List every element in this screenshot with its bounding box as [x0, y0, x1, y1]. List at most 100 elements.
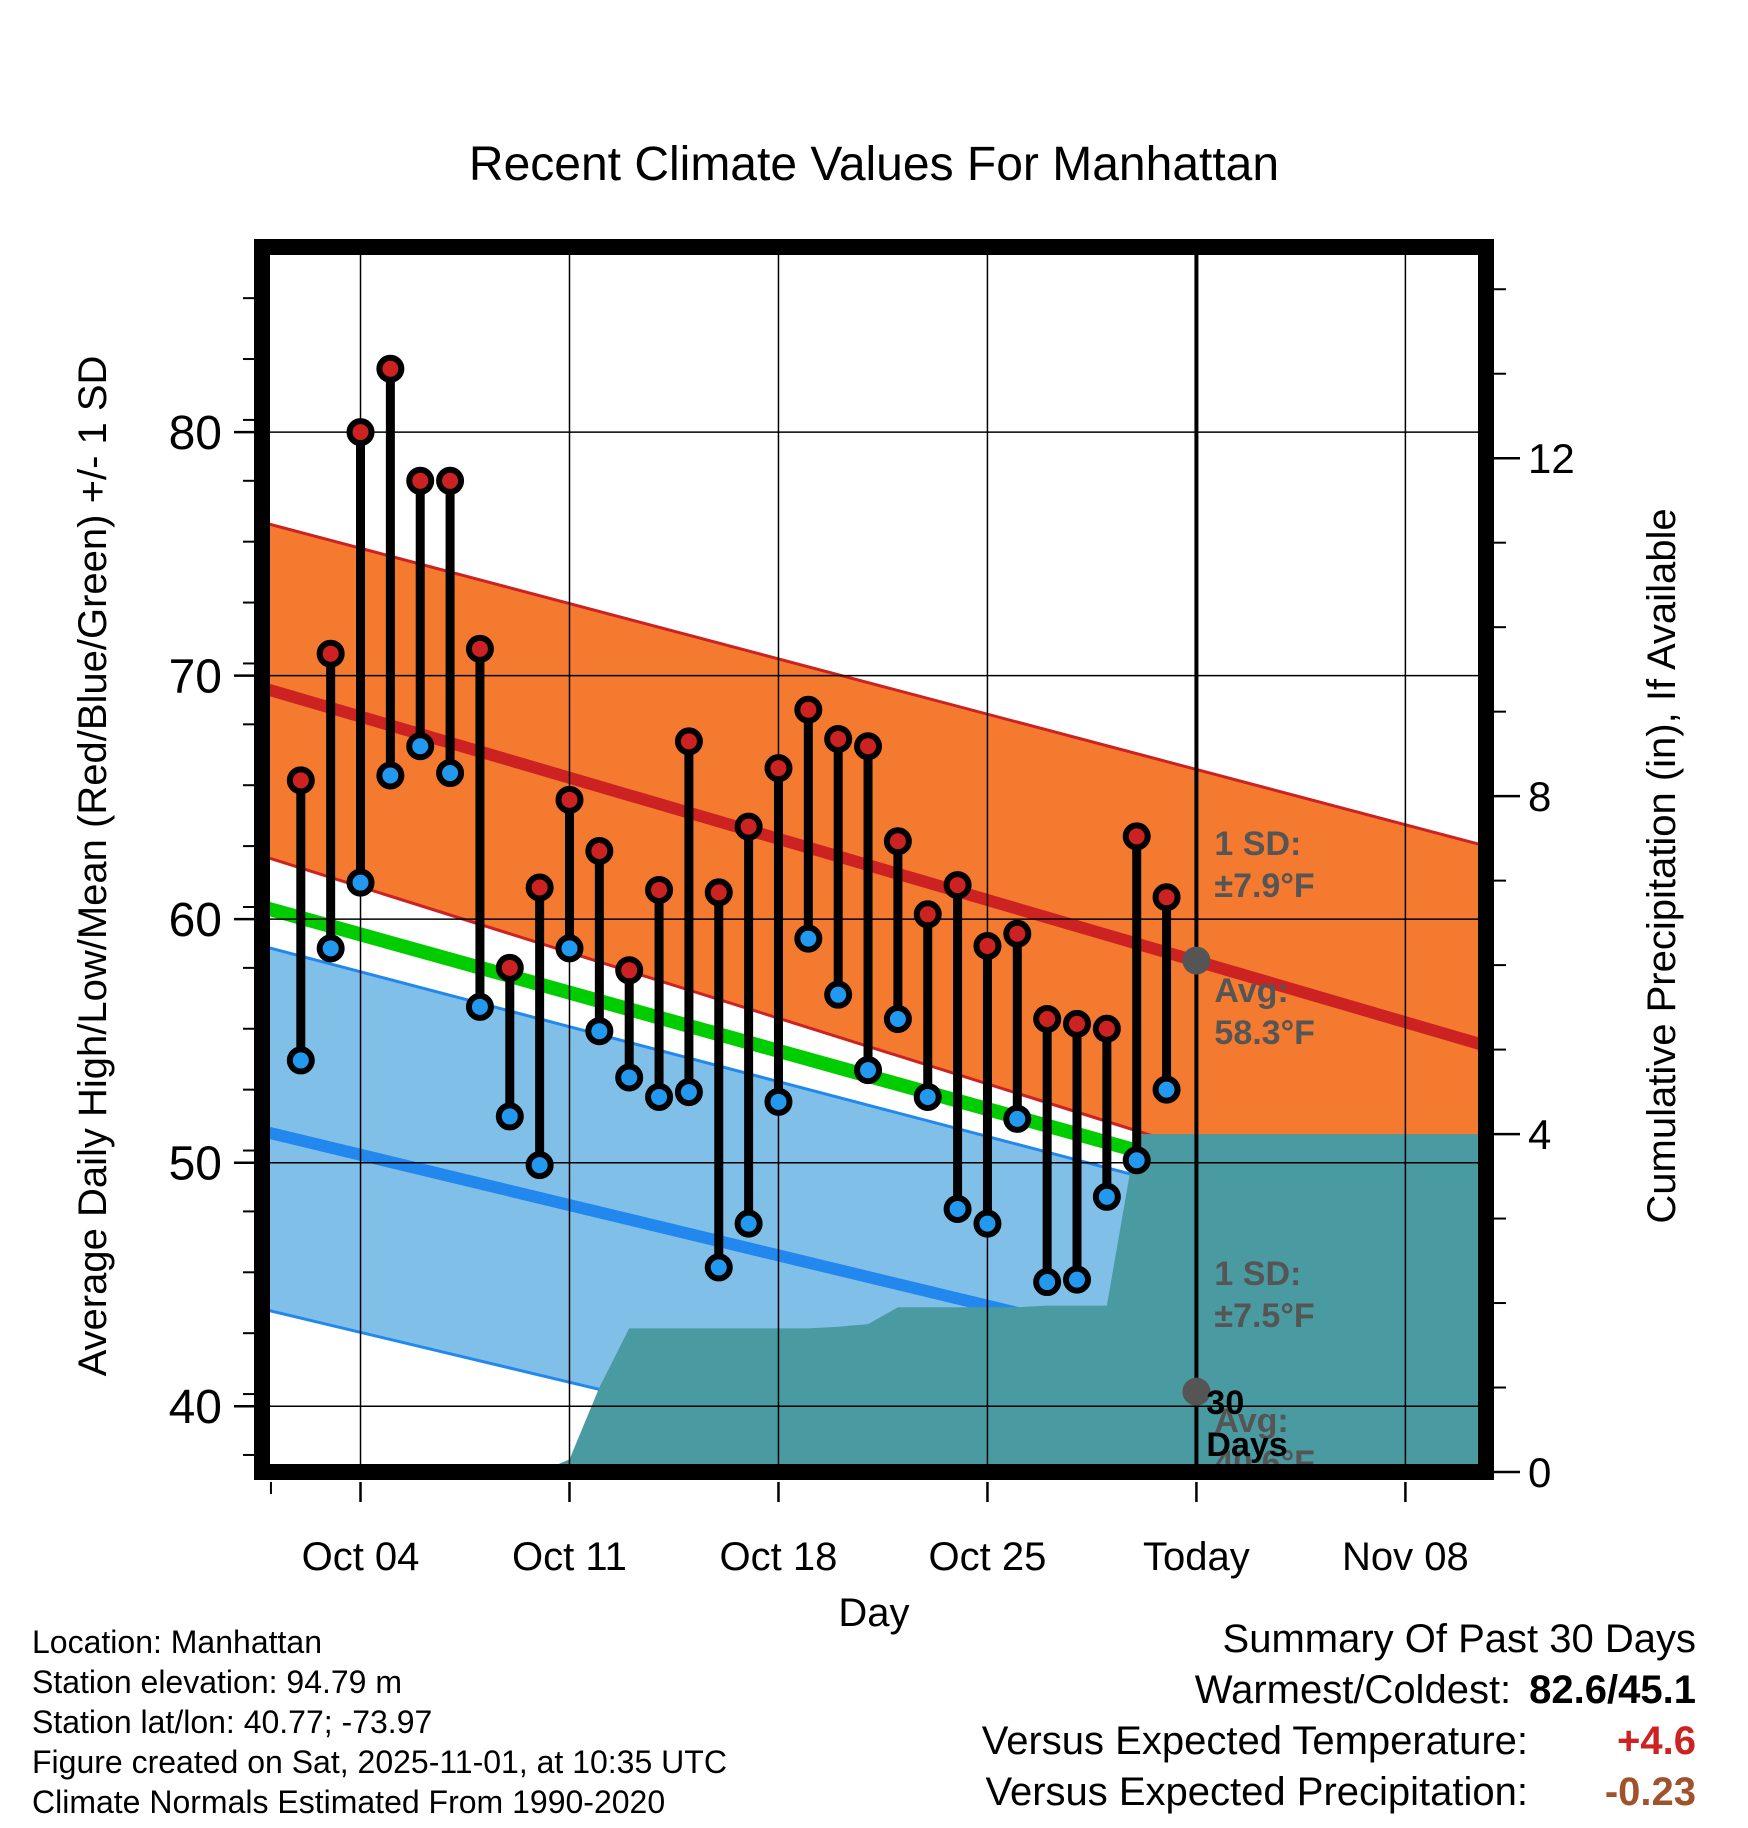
- daily-low-point: [376, 761, 405, 790]
- y-tick-label: 60: [169, 894, 222, 947]
- daily-high-point: [674, 727, 703, 756]
- y-tick-label: 50: [169, 1138, 222, 1191]
- daily-high-point: [465, 634, 494, 663]
- daily-high-point: [555, 785, 584, 814]
- today-low-normal-marker: [1182, 1377, 1211, 1406]
- station-info: Location: Manhattan Station elevation: 9…: [32, 1622, 727, 1822]
- latlon-text: Station lat/lon: 40.77; -73.97: [32, 1704, 433, 1740]
- daily-low-point: [465, 992, 494, 1021]
- daily-high-point: [913, 900, 942, 929]
- warmest-value: 82.6/45.1: [1529, 1668, 1696, 1712]
- daily-high-point: [1003, 919, 1032, 948]
- daily-high-point: [525, 873, 554, 902]
- precip-tick-label: 8: [1528, 773, 1551, 820]
- daily-low-point: [286, 1046, 315, 1075]
- summary-panel: Summary Of Past 30 Days Warmest/Coldest:…: [982, 1614, 1696, 1818]
- daily-low-point: [615, 1063, 644, 1092]
- daily-high-point: [585, 836, 614, 865]
- daily-high-point: [495, 953, 524, 982]
- daily-low-point: [1092, 1182, 1121, 1211]
- daily-low-point: [883, 1005, 912, 1034]
- today-high-normal-marker: [1182, 946, 1211, 975]
- warmest-label: Warmest/Coldest:: [1194, 1668, 1512, 1712]
- daily-high-point: [376, 354, 405, 383]
- high-band-upper-edge: [262, 520, 1486, 848]
- daily-high-point: [436, 466, 465, 495]
- daily-low-point: [674, 1078, 703, 1107]
- low-sd-label: 1 SD:: [1214, 1255, 1301, 1293]
- daily-low-point: [734, 1209, 763, 1238]
- daily-low-point: [794, 924, 823, 953]
- daily-low-point: [1122, 1146, 1151, 1175]
- low-sd-value: ±7.5°F: [1214, 1297, 1314, 1335]
- precip-value: -0.23: [1604, 1770, 1696, 1814]
- normal-high-line: [262, 682, 1486, 1052]
- y-tick-label: 40: [169, 1381, 222, 1434]
- normals-text: Climate Normals Estimated From 1990-2020: [32, 1784, 666, 1820]
- created-text: Figure created on Sat, 2025-11-01, at 10…: [32, 1744, 727, 1780]
- daily-low-point: [764, 1087, 793, 1116]
- high-sd-band: [262, 522, 1486, 1241]
- daily-low-point: [346, 868, 375, 897]
- plot-frame: [254, 239, 1494, 1480]
- daily-high-point: [645, 875, 674, 904]
- daily-high-point: [973, 931, 1002, 960]
- precipitation-area: [262, 1134, 1486, 1472]
- daily-high-point: [615, 956, 644, 985]
- precip-tick-label: 4: [1528, 1111, 1551, 1158]
- plot-area: [262, 247, 1486, 1472]
- temp-value: +4.6: [1617, 1719, 1696, 1763]
- precip-label: Versus Expected Precipitation:: [985, 1770, 1528, 1814]
- daily-low-point: [555, 934, 584, 963]
- summary-temp-row: Versus Expected Temperature: +4.6: [982, 1716, 1696, 1767]
- x-axis-label: Day: [838, 1591, 909, 1635]
- daily-high-point: [883, 827, 912, 856]
- daily-low-point: [943, 1194, 972, 1223]
- days-word: Days: [1206, 1426, 1287, 1464]
- daily-high-point: [824, 724, 853, 753]
- daily-low-point: [645, 1082, 674, 1111]
- daily-low-point: [1033, 1268, 1062, 1297]
- high-avg-value: 58.3°F: [1214, 1014, 1315, 1052]
- high-avg-label: Avg:: [1214, 972, 1288, 1010]
- daily-high-point: [1063, 1009, 1092, 1038]
- daily-low-point: [1003, 1104, 1032, 1133]
- daily-low-point: [436, 759, 465, 788]
- low-avg-label: Avg:: [1214, 1402, 1288, 1440]
- daily-high-point: [1152, 883, 1181, 912]
- daily-high-point: [704, 878, 733, 907]
- x-tick-label: Today: [1143, 1535, 1250, 1579]
- high-sd-label: 1 SD:: [1214, 825, 1301, 863]
- y-tick-label: 80: [169, 407, 222, 460]
- daily-low-point: [525, 1151, 554, 1180]
- daily-high-point: [346, 418, 375, 447]
- daily-low-point: [406, 732, 435, 761]
- daily-high-point: [734, 812, 763, 841]
- x-tick-label: Nov 08: [1342, 1535, 1469, 1579]
- daily-low-point: [1063, 1265, 1092, 1294]
- temp-label: Versus Expected Temperature:: [981, 1719, 1528, 1763]
- daily-low-point: [973, 1209, 1002, 1238]
- daily-low-point: [1152, 1075, 1181, 1104]
- daily-low-point: [585, 1017, 614, 1046]
- daily-high-point: [1122, 822, 1151, 851]
- y-axis-label-right: Cumulative Precipitation (in), If Availa…: [1640, 508, 1684, 1223]
- daily-high-point: [286, 766, 315, 795]
- location-text: Location: Manhattan: [32, 1624, 322, 1660]
- daily-low-point: [913, 1082, 942, 1111]
- daily-high-point: [1092, 1014, 1121, 1043]
- daily-low-point: [495, 1102, 524, 1131]
- daily-high-point: [1033, 1005, 1062, 1034]
- summary-warmest-row: Warmest/Coldest: 82.6/45.1: [982, 1665, 1696, 1716]
- chart-title: Recent Climate Values For Manhattan: [469, 138, 1279, 191]
- summary-precip-row: Versus Expected Precipitation: -0.23: [982, 1767, 1696, 1818]
- daily-high-point: [794, 695, 823, 724]
- y-axis-label-left: Average Daily High/Low/Mean (Red/Blue/Gr…: [71, 356, 115, 1377]
- daily-high-point: [943, 871, 972, 900]
- days-number: 30: [1206, 1384, 1244, 1422]
- precip-tick-label: 0: [1528, 1449, 1551, 1496]
- summary-title: Summary Of Past 30 Days: [1222, 1617, 1696, 1661]
- daily-high-point: [406, 466, 435, 495]
- x-tick-label: Oct 11: [512, 1535, 627, 1579]
